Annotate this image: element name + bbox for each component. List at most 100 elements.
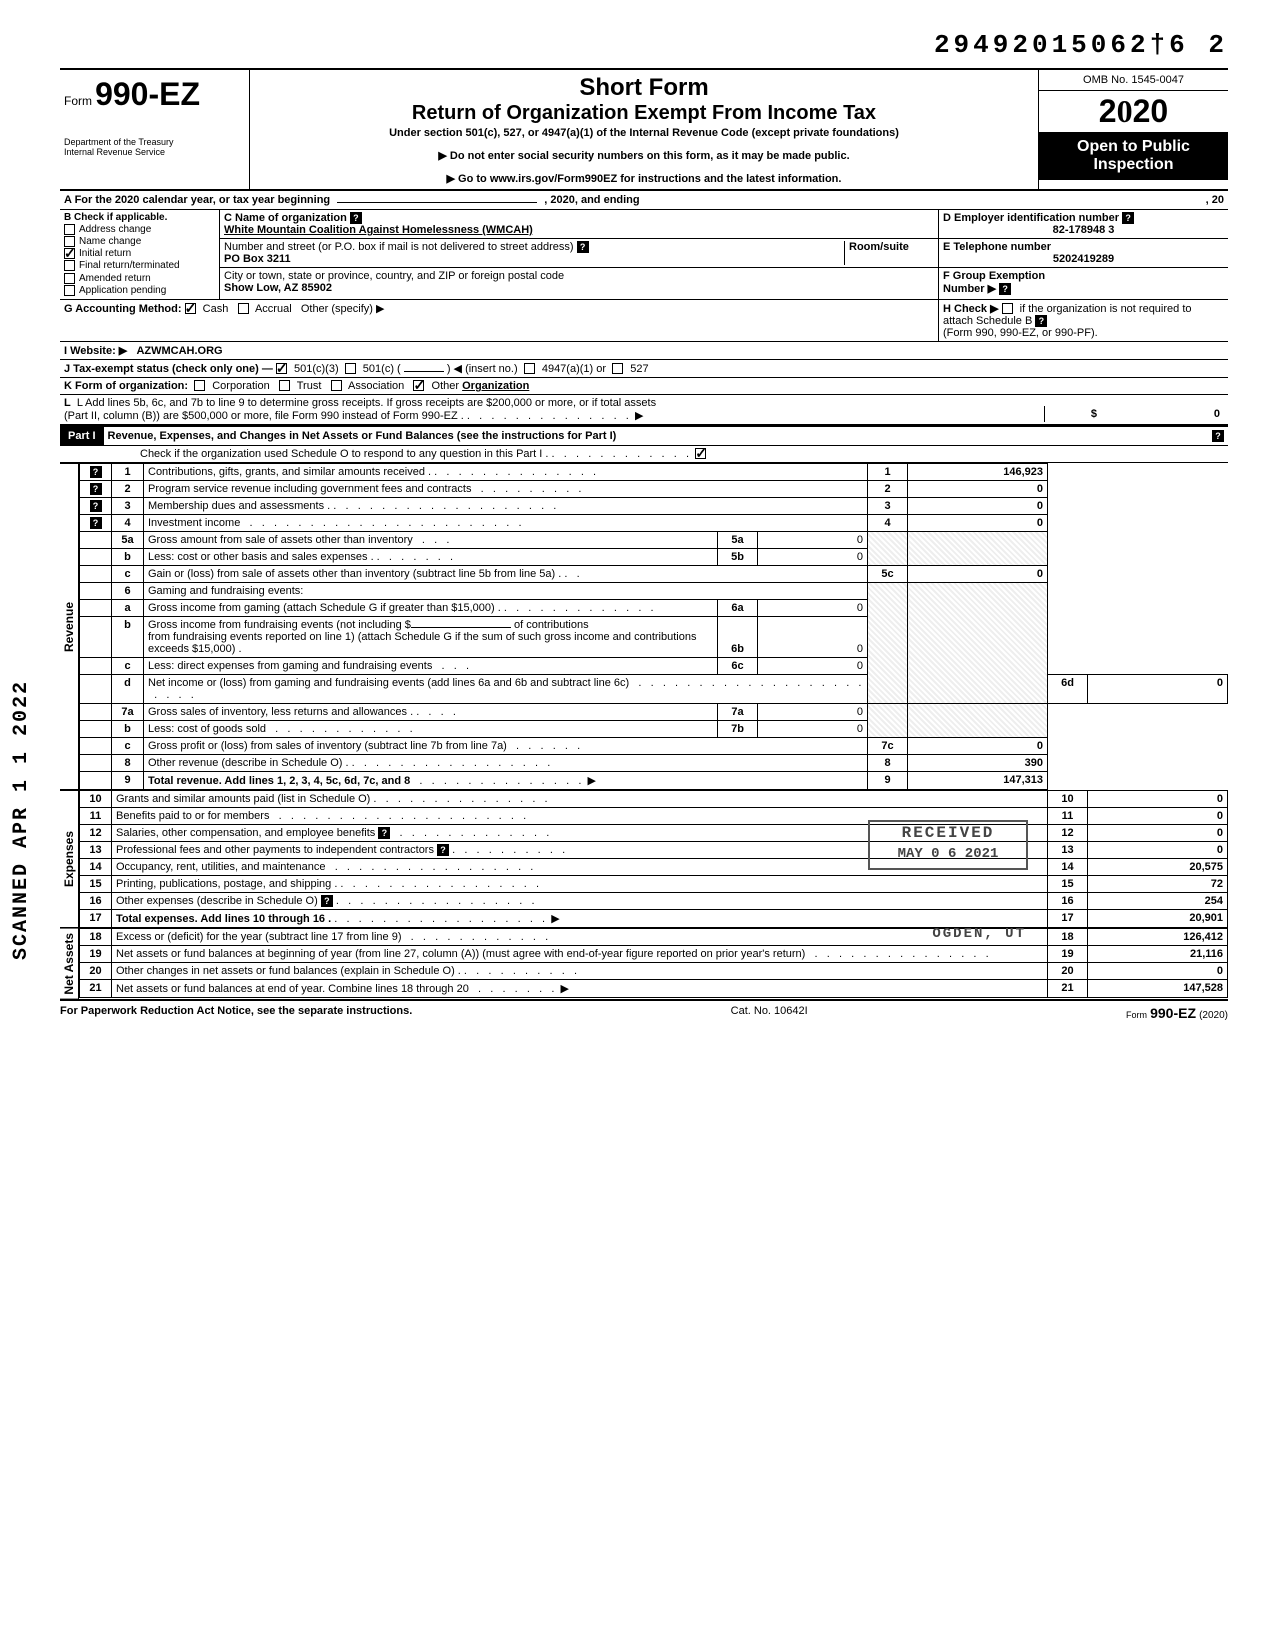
lbl-cash: Cash <box>203 303 229 315</box>
cb-amended[interactable] <box>64 273 75 284</box>
section-bcd: B Check if applicable. Address change Na… <box>60 210 1228 300</box>
vert-expenses: Expenses <box>60 790 79 928</box>
c-name-label: C Name of organization <box>224 212 347 224</box>
cb-501c[interactable] <box>345 363 356 374</box>
cb-final-return[interactable] <box>64 260 75 271</box>
part1-label: Part I <box>60 427 104 445</box>
instruction-1: ▶ Do not enter social security numbers o… <box>258 149 1030 162</box>
line-15: 15Printing, publications, postage, and s… <box>80 875 1228 892</box>
line-7b: b Less: cost of goods sold . . . . . . .… <box>80 720 1228 737</box>
lbl-name-change: Name change <box>79 236 141 247</box>
cb-cash[interactable] <box>185 303 196 314</box>
help-icon[interactable]: ? <box>577 241 589 253</box>
line-12: 12Salaries, other compensation, and empl… <box>80 824 1228 841</box>
lbl-application-pending: Application pending <box>79 285 166 296</box>
help-icon[interactable]: ? <box>90 466 102 478</box>
l-amount: 0 <box>1100 408 1220 420</box>
cb-4947[interactable] <box>524 363 535 374</box>
irs-label: Internal Revenue Service <box>64 147 245 157</box>
cb-initial-return[interactable] <box>64 248 75 259</box>
line-5c: c Gain or (loss) from sale of assets oth… <box>80 565 1228 582</box>
cb-accrual[interactable] <box>238 303 249 314</box>
l-line1: L Add lines 5b, 6c, and 7b to line 9 to … <box>77 397 656 409</box>
help-icon[interactable]: ? <box>321 895 333 907</box>
help-icon[interactable]: ? <box>90 517 102 529</box>
line-20: 20Other changes in net assets or fund ba… <box>80 962 1228 979</box>
cb-association[interactable] <box>331 380 342 391</box>
cb-address-change[interactable] <box>64 224 75 235</box>
help-icon[interactable]: ? <box>1212 430 1224 442</box>
line-11: 11Benefits paid to or for members . . . … <box>80 807 1228 824</box>
lbl-501c: 501(c) ( <box>363 363 401 375</box>
lbl-other-org: Other <box>432 380 460 392</box>
ein-value: 82-178948 3 <box>943 224 1224 236</box>
line-2: ? 2 Program service revenue including go… <box>80 480 1228 497</box>
cb-527[interactable] <box>612 363 623 374</box>
subtitle: Under section 501(c), 527, or 4947(a)(1)… <box>258 127 1030 139</box>
line-3: ? 3 Membership dues and assessments . . … <box>80 497 1228 514</box>
part1-check-line: Check if the organization used Schedule … <box>140 448 548 460</box>
received-stamp: RECEIVED MAY 0 6 2021 <box>868 820 1028 870</box>
cb-other-org[interactable] <box>413 380 424 391</box>
help-icon[interactable]: ? <box>90 483 102 495</box>
row-a-end: , 20 <box>1206 194 1224 206</box>
org-name: White Mountain Coalition Against Homeles… <box>224 224 533 236</box>
i-label: I Website: ▶ <box>64 345 127 357</box>
line-9: 9 Total revenue. Add lines 1, 2, 3, 4, 5… <box>80 771 1228 789</box>
row-a-label: A For the 2020 calendar year, or tax yea… <box>64 194 330 206</box>
return-title: Return of Organization Exempt From Incom… <box>258 102 1030 125</box>
h-label: H Check ▶ <box>943 303 999 315</box>
help-icon[interactable]: ? <box>1122 212 1134 224</box>
help-icon[interactable]: ? <box>378 827 390 839</box>
e-phone-label: E Telephone number <box>943 241 1051 253</box>
h-sub: (Form 990, 990-EZ, or 990-PF). <box>943 327 1098 339</box>
lbl-trust: Trust <box>297 380 322 392</box>
lbl-initial-return: Initial return <box>79 248 131 259</box>
lbl-other-specify: Other (specify) ▶ <box>301 303 385 315</box>
line-19: 19Net assets or fund balances at beginni… <box>80 945 1228 962</box>
vert-revenue: Revenue <box>60 463 79 790</box>
cb-corporation[interactable] <box>194 380 205 391</box>
help-icon[interactable]: ? <box>350 212 362 224</box>
lbl-527: 527 <box>630 363 648 375</box>
footer-mid: Cat. No. 10642I <box>731 1005 808 1021</box>
lbl-accrual: Accrual <box>255 303 292 315</box>
help-icon[interactable]: ? <box>999 283 1011 295</box>
line-6c: c Less: direct expenses from gaming and … <box>80 657 1228 674</box>
cb-application-pending[interactable] <box>64 285 75 296</box>
website-value: AZWMCAH.ORG <box>136 345 222 357</box>
line-14: 14Occupancy, rent, utilities, and mainte… <box>80 858 1228 875</box>
line-7c: c Gross profit or (loss) from sales of i… <box>80 737 1228 754</box>
d-ein-label: D Employer identification number <box>943 212 1119 224</box>
help-icon[interactable]: ? <box>90 500 102 512</box>
line-6a: a Gross income from gaming (attach Sched… <box>80 599 1228 616</box>
g-label: G Accounting Method: <box>64 303 182 315</box>
omb-number: OMB No. 1545-0047 <box>1039 70 1228 91</box>
k-label: K Form of organization: <box>64 380 188 392</box>
phone-value: 5202419289 <box>943 253 1224 265</box>
j-label: J Tax-exempt status (check only one) — <box>64 363 273 375</box>
cb-schedule-b[interactable] <box>1002 303 1013 314</box>
scanned-stamp: SCANNED APR 1 1 2022 <box>10 680 33 960</box>
line-13: 13Professional fees and other payments t… <box>80 841 1228 858</box>
l-line2: (Part II, column (B)) are $500,000 or mo… <box>64 410 464 422</box>
room-label: Room/suite <box>849 241 909 253</box>
line-8: 8 Other revenue (describe in Schedule O)… <box>80 754 1228 771</box>
help-icon[interactable]: ? <box>437 844 449 856</box>
line-18: 18Excess or (deficit) for the year (subt… <box>80 928 1228 945</box>
addr-label: Number and street (or P.O. box if mail i… <box>224 241 574 253</box>
line-10: 10Grants and similar amounts paid (list … <box>80 790 1228 807</box>
line-6: 6 Gaming and fundraising events: <box>80 582 1228 599</box>
help-icon[interactable]: ? <box>1035 315 1047 327</box>
tax-year: 20202020 <box>1039 91 1228 132</box>
row-a-mid: , 2020, and ending <box>544 194 639 206</box>
cb-schedule-o[interactable] <box>695 448 706 459</box>
lbl-4947: 4947(a)(1) or <box>542 363 606 375</box>
cb-501c3[interactable] <box>276 363 287 374</box>
line-21: 21Net assets or fund balances at end of … <box>80 979 1228 997</box>
line-17: 17Total expenses. Add lines 10 through 1… <box>80 909 1228 927</box>
lbl-assoc: Association <box>348 380 404 392</box>
dept-treasury: Department of the Treasury <box>64 137 245 147</box>
line-16: 16Other expenses (describe in Schedule O… <box>80 892 1228 909</box>
cb-trust[interactable] <box>279 380 290 391</box>
